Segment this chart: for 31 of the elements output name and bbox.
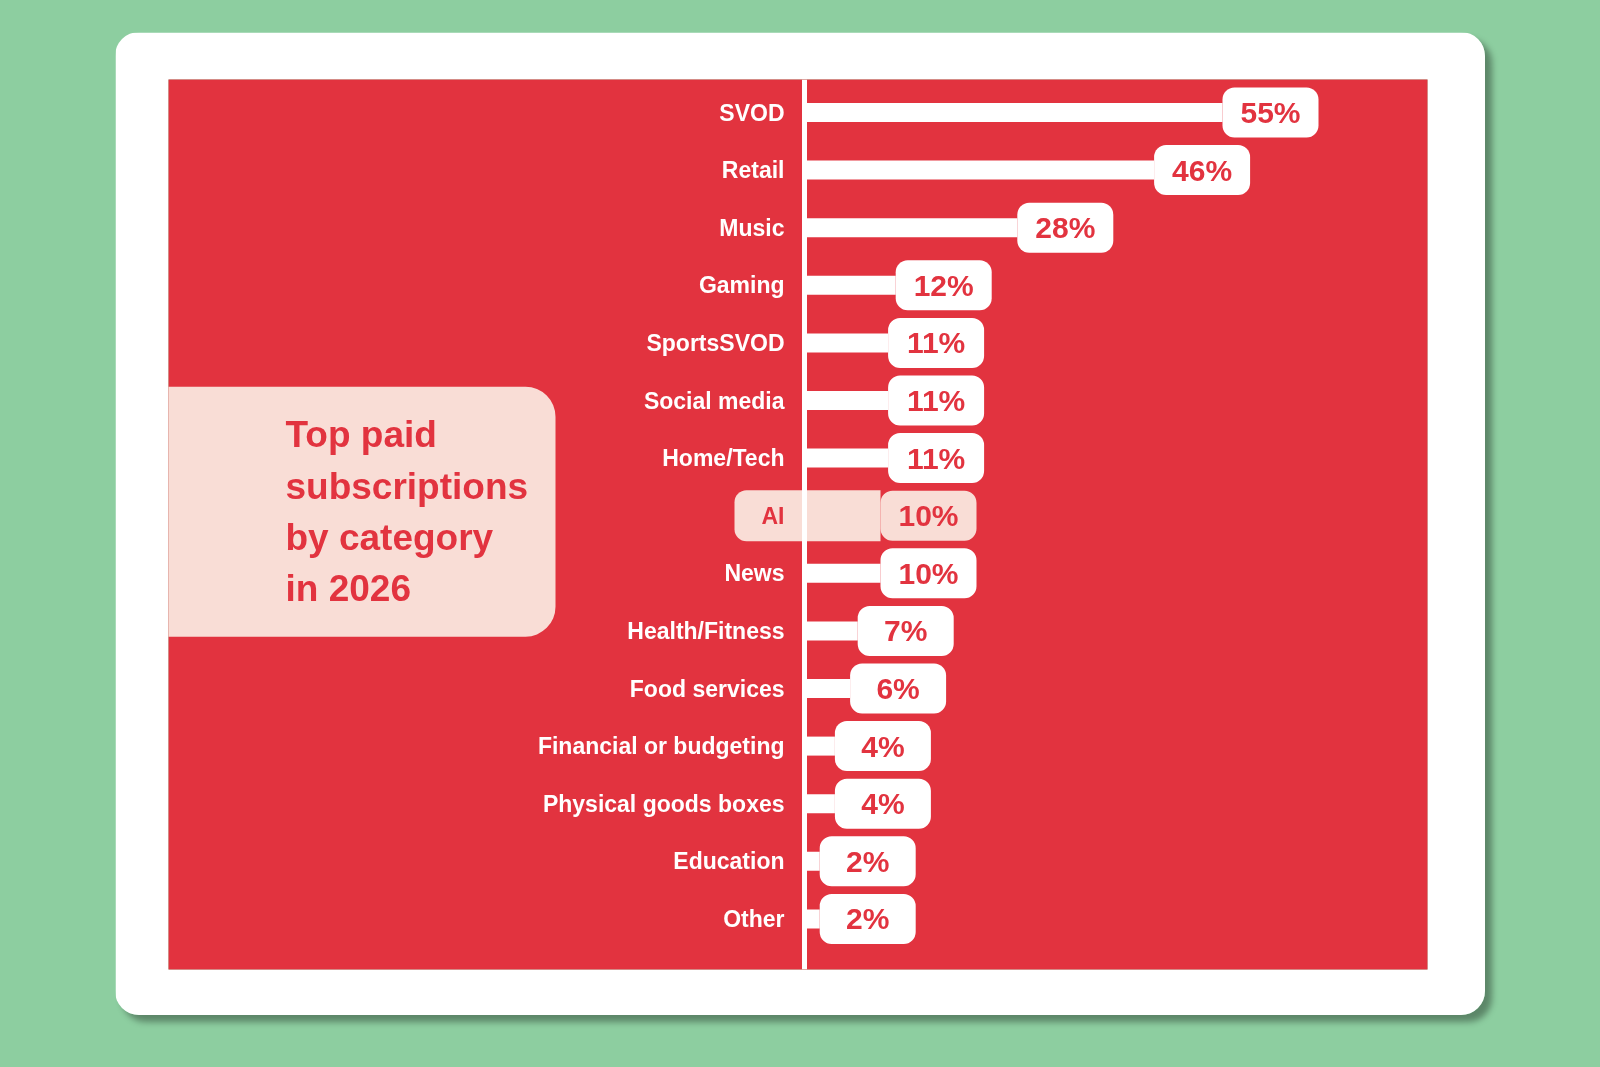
y-tick-label: Physical goods boxes — [542, 790, 785, 817]
data-label: 2% — [846, 844, 890, 878]
y-tick-label: Home/Tech — [662, 445, 785, 472]
data-label: 2% — [846, 902, 890, 936]
data-label: 6% — [876, 672, 920, 705]
data-label: 7% — [884, 614, 928, 648]
y-tick-label: Food services — [629, 675, 785, 702]
y-tick-label: Retail — [721, 157, 785, 184]
y-tick-label: Health/Fitness — [627, 617, 785, 644]
y-tick-label: Music — [719, 214, 785, 241]
data-label: 4% — [861, 787, 905, 821]
data-label: 10% — [898, 499, 959, 533]
data-label: 55% — [1240, 96, 1301, 129]
y-tick-label: Social media — [643, 387, 785, 414]
data-label: 11% — [906, 326, 966, 360]
y-tick-label: Other — [723, 905, 785, 932]
data-label: 46% — [1172, 153, 1233, 187]
data-label: 10% — [898, 556, 959, 590]
y-tick-label: Financial or budgeting — [537, 733, 785, 760]
data-label: 11% — [906, 384, 966, 417]
y-tick-label: SVOD — [719, 99, 785, 126]
data-label: 4% — [861, 729, 905, 763]
data-label: 12% — [913, 268, 974, 302]
y-tick-label: SportsSVOD — [646, 329, 785, 356]
y-tick-label: AI — [761, 502, 785, 529]
data-label: 11% — [906, 441, 966, 475]
text: Top paid subscriptions by category in 2026 — [285, 414, 529, 610]
data-label: 28% — [1035, 211, 1096, 245]
y-tick-label: Education — [673, 848, 785, 875]
y-tick-label: News — [724, 560, 785, 587]
y-tick-label: Gaming — [698, 272, 785, 299]
